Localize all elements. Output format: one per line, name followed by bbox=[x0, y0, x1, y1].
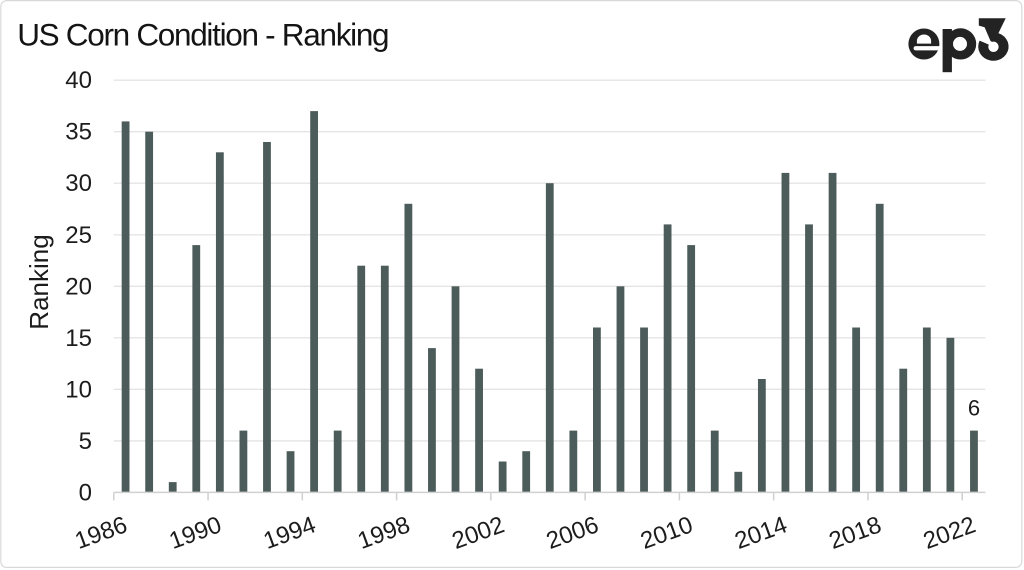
svg-text:25: 25 bbox=[65, 222, 92, 249]
svg-text:Ranking: Ranking bbox=[24, 234, 54, 329]
svg-text:15: 15 bbox=[65, 325, 92, 352]
svg-text:6: 6 bbox=[968, 396, 980, 421]
svg-text:5: 5 bbox=[79, 428, 92, 455]
svg-text:35: 35 bbox=[65, 119, 92, 146]
svg-text:0: 0 bbox=[79, 479, 92, 506]
svg-text:40: 40 bbox=[65, 67, 92, 94]
svg-text:10: 10 bbox=[65, 376, 92, 403]
svg-text:US Corn Condition - Ranking: US Corn Condition - Ranking bbox=[17, 17, 388, 53]
svg-text:30: 30 bbox=[65, 170, 92, 197]
svg-text:20: 20 bbox=[65, 273, 92, 300]
